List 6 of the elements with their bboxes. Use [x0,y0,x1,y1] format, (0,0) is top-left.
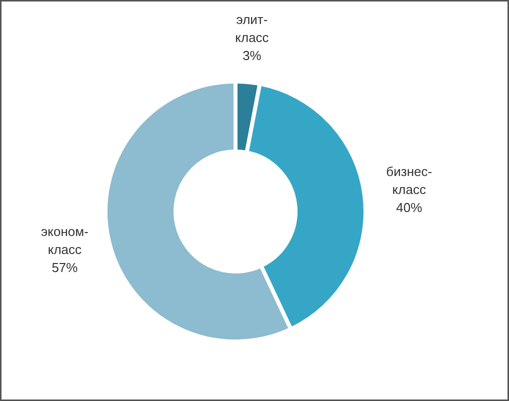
slice-label: бизнес-класс [386,164,432,198]
data-label: 57% [52,260,78,276]
data-label: 3% [242,48,262,63]
slice-label: элит-класс [235,12,270,45]
data-label: 40% [396,200,423,216]
slice-label: эконом-класс [41,224,88,258]
